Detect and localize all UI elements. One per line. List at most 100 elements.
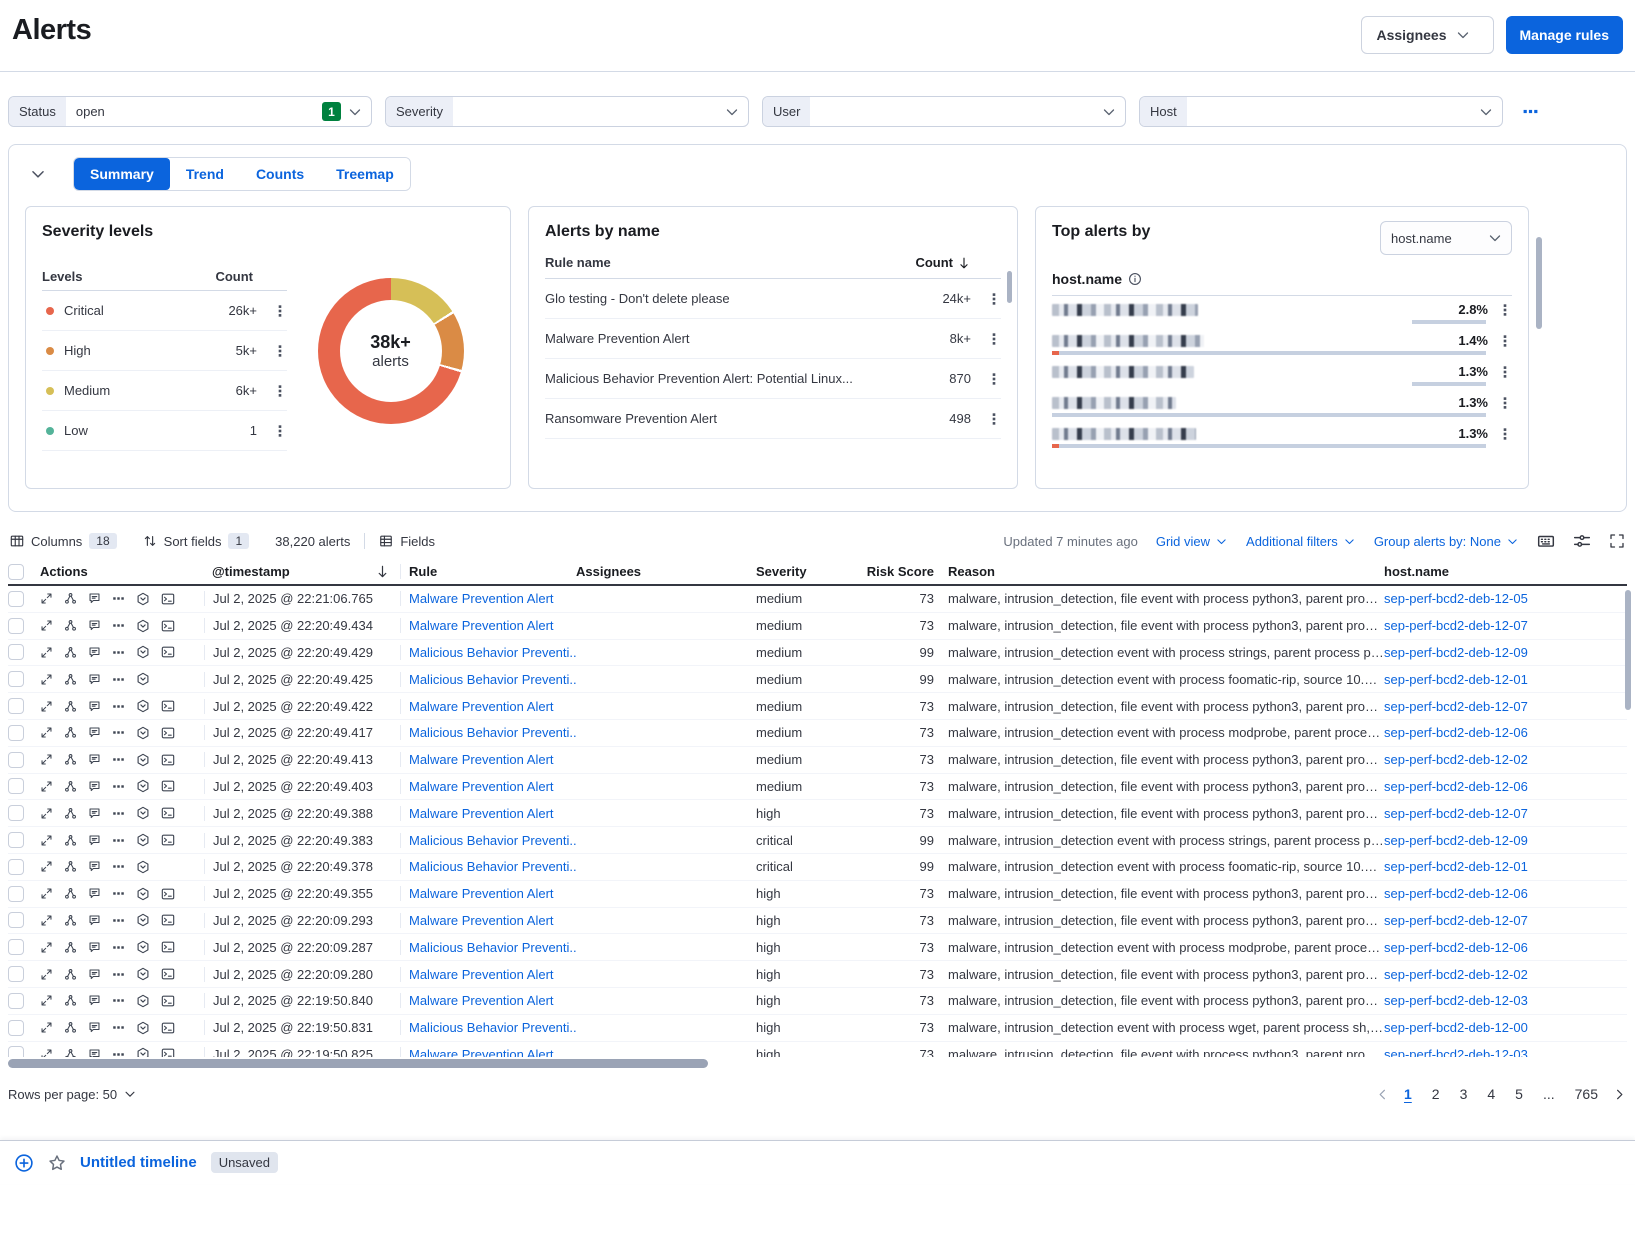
row-checkbox[interactable] [8,644,24,661]
more-actions-icon[interactable] [112,700,125,713]
analyze-event-icon[interactable] [64,887,77,900]
analyze-event-icon[interactable] [64,994,77,1007]
row-actions-icon[interactable] [987,372,1001,386]
open-terminal-icon[interactable] [161,753,175,767]
analyze-event-icon[interactable] [64,834,77,847]
host-name-link[interactable]: sep-perf-bcd2-deb-12-01 [1384,859,1528,875]
severity-column-header[interactable]: Severity [756,564,807,579]
add-to-timeline-icon[interactable] [14,1153,34,1173]
analyze-event-icon[interactable] [64,592,77,605]
more-actions-icon[interactable] [112,994,125,1007]
row-checkbox[interactable] [8,939,24,956]
add-note-icon[interactable] [88,994,101,1007]
filter-host[interactable]: Host [1139,96,1503,127]
session-view-icon[interactable] [136,833,150,847]
expand-alert-icon[interactable] [40,700,53,713]
rule-link[interactable]: Malware Prevention Alert [409,886,554,902]
add-note-icon[interactable] [88,887,101,900]
more-actions-icon[interactable] [112,941,125,954]
host-name-link[interactable]: sep-perf-bcd2-deb-12-09 [1384,644,1528,660]
info-icon[interactable] [1128,272,1142,286]
page-number-765[interactable]: 765 [1574,1086,1598,1102]
rule-link[interactable]: Malware Prevention Alert [409,993,554,1009]
assignees-button[interactable]: Assignees [1361,16,1494,54]
row-actions-icon[interactable] [1498,396,1512,410]
filter-severity[interactable]: Severity [385,96,749,127]
group-alerts-by-dropdown[interactable]: Group alerts by: None [1374,534,1519,549]
expand-alert-icon[interactable] [40,673,53,686]
more-actions-icon[interactable] [112,726,125,739]
row-actions-icon[interactable] [273,344,287,358]
rule-link[interactable]: Malicious Behavior Preventi... [409,1020,576,1036]
host-name-link[interactable]: sep-perf-bcd2-deb-12-06 [1384,939,1528,955]
session-view-icon[interactable] [136,699,150,713]
rule-link[interactable]: Malicious Behavior Preventi... [409,939,576,955]
analyze-event-icon[interactable] [64,780,77,793]
row-checkbox[interactable] [8,1019,24,1036]
expand-alert-icon[interactable] [40,941,53,954]
expand-alert-icon[interactable] [40,860,53,873]
session-view-icon[interactable] [136,779,150,793]
row-actions-icon[interactable] [987,292,1001,306]
grid-view-dropdown[interactable]: Grid view [1156,534,1228,549]
add-note-icon[interactable] [88,1048,101,1057]
session-view-icon[interactable] [136,619,150,633]
more-actions-icon[interactable] [112,673,125,686]
rule-link[interactable]: Malicious Behavior Preventi... [409,671,576,687]
timeline-title-link[interactable]: Untitled timeline [80,1154,197,1171]
row-checkbox[interactable] [8,590,24,607]
open-terminal-icon[interactable] [161,887,175,901]
row-checkbox[interactable] [8,966,24,983]
host-name-link[interactable]: sep-perf-bcd2-deb-12-07 [1384,618,1528,634]
host-name-link[interactable]: sep-perf-bcd2-deb-12-02 [1384,966,1528,982]
open-terminal-icon[interactable] [161,967,175,981]
rule-link[interactable]: Malware Prevention Alert [409,966,554,982]
host-name-link[interactable]: sep-perf-bcd2-deb-12-06 [1384,886,1528,902]
add-note-icon[interactable] [88,941,101,954]
analyze-event-icon[interactable] [64,700,77,713]
more-actions-icon[interactable] [112,807,125,820]
session-view-icon[interactable] [136,994,150,1008]
row-actions-icon[interactable] [273,384,287,398]
row-actions-icon[interactable] [273,424,287,438]
rule-link[interactable]: Malicious Behavior Preventi... [409,644,576,660]
open-terminal-icon[interactable] [161,779,175,793]
row-checkbox[interactable] [8,617,24,634]
rule-link[interactable]: Malware Prevention Alert [409,778,554,794]
host-name-link[interactable]: sep-perf-bcd2-deb-12-03 [1384,993,1528,1009]
analyze-event-icon[interactable] [64,914,77,927]
session-view-icon[interactable] [136,860,150,874]
row-actions-icon[interactable] [1498,303,1512,317]
session-view-icon[interactable] [136,887,150,901]
open-terminal-icon[interactable] [161,726,175,740]
keyboard-shortcuts-icon[interactable] [1537,532,1555,550]
count-column-header-sort[interactable]: Count [915,255,1001,270]
more-filters-icon[interactable] [1522,103,1539,120]
row-checkbox[interactable] [8,751,24,768]
analyze-event-icon[interactable] [64,807,77,820]
session-view-icon[interactable] [136,913,150,927]
host-name-link[interactable]: sep-perf-bcd2-deb-12-07 [1384,805,1528,821]
expand-alert-icon[interactable] [40,914,53,927]
rule-link[interactable]: Malicious Behavior Preventi... [409,725,576,741]
row-checkbox[interactable] [8,805,24,822]
row-checkbox[interactable] [8,992,24,1009]
open-terminal-icon[interactable] [161,699,175,713]
add-note-icon[interactable] [88,592,101,605]
add-note-icon[interactable] [88,753,101,766]
add-note-icon[interactable] [88,726,101,739]
add-note-icon[interactable] [88,700,101,713]
session-view-icon[interactable] [136,1047,150,1057]
more-actions-icon[interactable] [112,592,125,605]
expand-alert-icon[interactable] [40,646,53,659]
more-actions-icon[interactable] [112,968,125,981]
expand-alert-icon[interactable] [40,1021,53,1034]
risk-score-column-header[interactable]: Risk Score [866,564,934,579]
add-note-icon[interactable] [88,780,101,793]
host-name-link[interactable]: sep-perf-bcd2-deb-12-06 [1384,725,1528,741]
session-view-icon[interactable] [136,967,150,981]
expand-alert-icon[interactable] [40,968,53,981]
expand-alert-icon[interactable] [40,780,53,793]
session-view-icon[interactable] [136,940,150,954]
expand-alert-icon[interactable] [40,807,53,820]
